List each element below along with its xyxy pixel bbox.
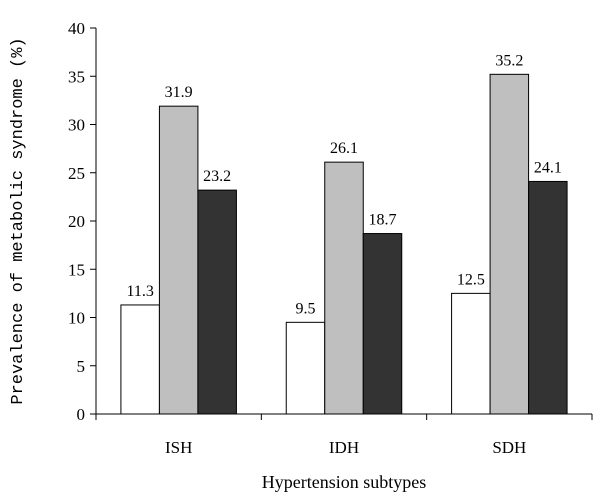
data-label: 18.7 (369, 212, 397, 229)
y-ticks: 0 5 10 15 20 25 30 35 40 (68, 19, 96, 424)
x-tick-label: IDH (329, 438, 359, 457)
x-ticks: ISH IDH SDH (95, 414, 593, 457)
x-tick-label: ISH (165, 438, 192, 457)
bar-sdh-3 (528, 180, 568, 415)
bar-sdh-2 (489, 73, 530, 415)
data-label: 12.5 (457, 271, 485, 288)
bar-ish-3 (197, 189, 237, 415)
bar-idh-3 (362, 233, 403, 415)
data-label: 31.9 (165, 84, 193, 101)
y-tick-label: 35 (68, 67, 85, 86)
bar-ish-1 (120, 304, 160, 415)
bar-idh-1 (285, 321, 326, 415)
data-label: 24.1 (534, 159, 562, 176)
data-label: 11.3 (126, 283, 153, 300)
bar-idh-2 (324, 161, 364, 415)
y-tick-label: 30 (68, 116, 85, 135)
x-tick-label: SDH (492, 438, 526, 457)
y-tick-label: 15 (68, 260, 85, 279)
y-axis-title: Prevalence of metabolic syndrome (%) (9, 37, 28, 404)
y-tick-label: 0 (77, 405, 86, 424)
data-label: 9.5 (296, 300, 316, 317)
bars (120, 73, 568, 415)
data-label: 26.1 (330, 140, 358, 157)
bar-ish-2 (158, 105, 199, 415)
bar-sdh-1 (451, 292, 491, 415)
x-axis-title: Hypertension subtypes (262, 472, 426, 492)
y-tick-label: 10 (68, 309, 85, 328)
data-label: 23.2 (203, 168, 231, 185)
y-tick-label: 25 (68, 164, 85, 183)
y-tick-label: 20 (68, 212, 85, 231)
data-labels: 11.3 31.9 23.2 9.5 26.1 18.7 12.5 35.2 24.1 (126, 52, 561, 317)
y-tick-label: 40 (68, 19, 85, 38)
y-tick-label: 5 (77, 357, 86, 376)
data-label: 35.2 (495, 52, 523, 69)
